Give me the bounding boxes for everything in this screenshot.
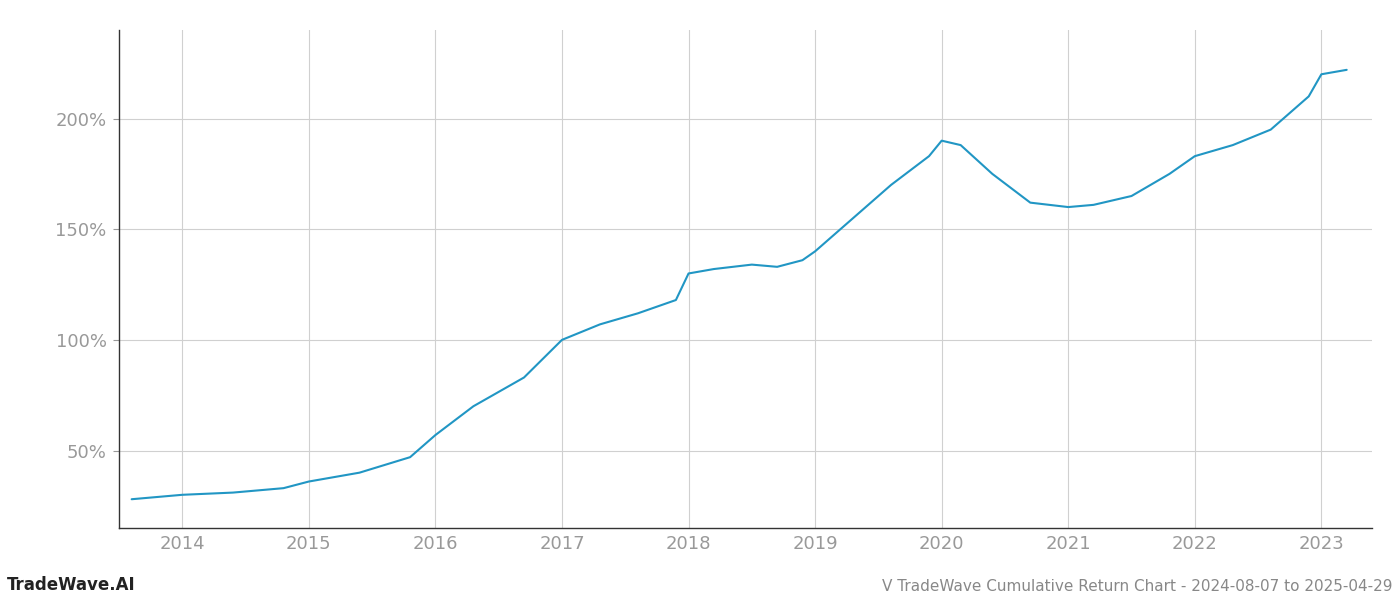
Text: V TradeWave Cumulative Return Chart - 2024-08-07 to 2025-04-29: V TradeWave Cumulative Return Chart - 20…: [882, 579, 1393, 594]
Text: TradeWave.AI: TradeWave.AI: [7, 576, 136, 594]
